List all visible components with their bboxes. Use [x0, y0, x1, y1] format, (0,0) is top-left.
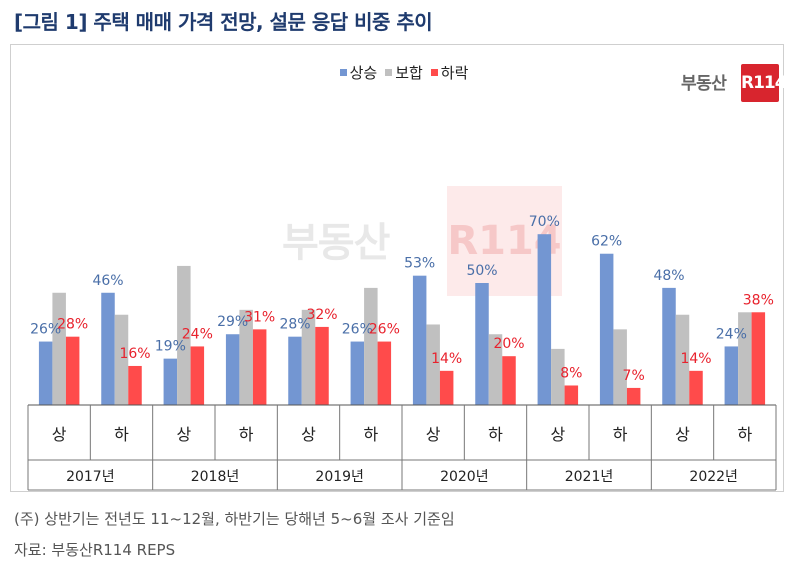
category-label-6: 상	[426, 425, 441, 444]
bar-보합-5	[364, 287, 378, 405]
bar-상승-10	[662, 287, 676, 405]
bar-상승-9	[599, 253, 614, 405]
legend-label-0: 상승	[349, 64, 378, 82]
bar-보합-4	[301, 309, 316, 405]
data-label-하락-2: 24%	[182, 326, 213, 342]
bar-보합-3	[239, 309, 253, 405]
legend-swatch-0	[339, 69, 347, 76]
bar-하락-2	[190, 346, 205, 405]
data-label-하락-0: 28%	[57, 317, 88, 333]
data-label-상승-1: 46%	[92, 273, 123, 289]
data-label-하락-4: 32%	[306, 307, 337, 323]
bar-하락-5	[377, 341, 392, 405]
data-label-하락-8: 8%	[560, 365, 582, 381]
data-label-상승-8: 70%	[529, 214, 560, 230]
data-label-하락-11: 38%	[743, 292, 774, 308]
data-label-하락-10: 14%	[680, 351, 711, 367]
watermark-text: 부동산	[282, 220, 390, 266]
legend-swatch-1	[385, 69, 393, 76]
bar-하락-11	[751, 312, 766, 405]
bar-보합-9	[613, 329, 627, 405]
bar-상승-11	[724, 346, 739, 405]
bar-하락-9	[626, 387, 641, 405]
category-label-4: 상	[301, 425, 316, 444]
data-label-상승-11: 24%	[716, 326, 747, 342]
category-label-7: 하	[488, 425, 503, 444]
legend-item-2: 하락	[430, 62, 469, 83]
bar-하락-3	[252, 329, 267, 405]
data-label-상승-4: 28%	[279, 317, 310, 333]
category-label-0: 상	[52, 425, 67, 444]
bar-상승-3	[225, 334, 240, 405]
category-label-5: 하	[363, 425, 378, 444]
data-label-상승-3: 29%	[217, 314, 248, 330]
year-label-0: 2017년	[66, 469, 115, 485]
bar-하락-4	[315, 326, 329, 405]
data-label-상승-2: 19%	[155, 339, 186, 355]
bar-하락-7	[502, 356, 516, 405]
bar-보합-7	[488, 334, 503, 405]
bar-보합-2	[177, 265, 191, 405]
legend-item-0: 상승	[339, 62, 378, 83]
category-label-2: 상	[176, 425, 191, 444]
logo-text: 부동산	[681, 74, 727, 94]
data-label-하락-5: 26%	[369, 322, 400, 338]
legend-label-1: 보합	[395, 64, 423, 82]
chart-frame	[10, 44, 784, 492]
data-label-상승-0: 26%	[30, 322, 61, 338]
year-label-3: 2020년	[440, 469, 489, 485]
legend-label-2: 하락	[440, 64, 469, 82]
bar-하락-10	[689, 370, 703, 405]
category-label-1: 하	[114, 425, 129, 444]
bar-보합-6	[426, 324, 440, 405]
footnote: (주) 상반기는 전년도 11~12월, 하반기는 당해년 5~6월 조사 기준…	[14, 510, 455, 528]
bar-상승-6	[412, 275, 427, 405]
category-label-3: 하	[239, 425, 254, 444]
data-label-상승-6: 53%	[404, 256, 435, 272]
bar-하락-6	[439, 370, 454, 405]
source-note: 자료: 부동산R114 REPS	[14, 541, 176, 559]
bar-보합-8	[551, 348, 565, 405]
year-label-5: 2022년	[689, 469, 738, 485]
category-label-9: 하	[613, 425, 628, 444]
bar-보합-1	[114, 314, 129, 405]
data-label-상승-5: 26%	[342, 322, 373, 338]
data-label-상승-9: 62%	[591, 234, 622, 250]
year-label-2: 2019년	[315, 469, 364, 485]
bar-상승-5	[350, 341, 365, 405]
bar-상승-8	[537, 234, 552, 405]
bar-상승-7	[475, 283, 489, 405]
data-label-하락-9: 7%	[623, 368, 645, 384]
data-label-하락-1: 16%	[119, 346, 150, 362]
bar-하락-0	[65, 336, 80, 405]
bar-하락-8	[564, 385, 579, 405]
data-label-하락-3: 31%	[244, 309, 275, 325]
bar-보합-10	[675, 314, 690, 405]
legend-swatch-2	[430, 69, 438, 76]
bar-하락-1	[128, 365, 142, 405]
data-label-상승-7: 50%	[466, 263, 497, 279]
category-label-8: 상	[550, 425, 565, 444]
bar-상승-4	[288, 336, 302, 405]
logo-box: R114	[741, 64, 787, 102]
chart-title: [그림 1] 주택 매매 가격 전망, 설문 응답 비중 추이	[14, 10, 433, 34]
bar-상승-1	[101, 292, 115, 405]
data-label-상승-10: 48%	[653, 268, 684, 284]
data-label-하락-7: 20%	[493, 336, 524, 352]
category-label-10: 상	[675, 425, 690, 444]
legend-item-1: 보합	[385, 62, 423, 83]
year-label-1: 2018년	[191, 469, 240, 485]
bar-상승-0	[38, 341, 53, 405]
year-label-4: 2021년	[565, 469, 614, 485]
bar-상승-2	[163, 358, 178, 405]
bar-보합-11	[738, 312, 752, 405]
legend: 상승 보합 하락	[0, 62, 808, 83]
category-label-11: 하	[737, 425, 752, 444]
data-label-하락-6: 14%	[431, 351, 462, 367]
bar-보합-0	[52, 292, 66, 405]
